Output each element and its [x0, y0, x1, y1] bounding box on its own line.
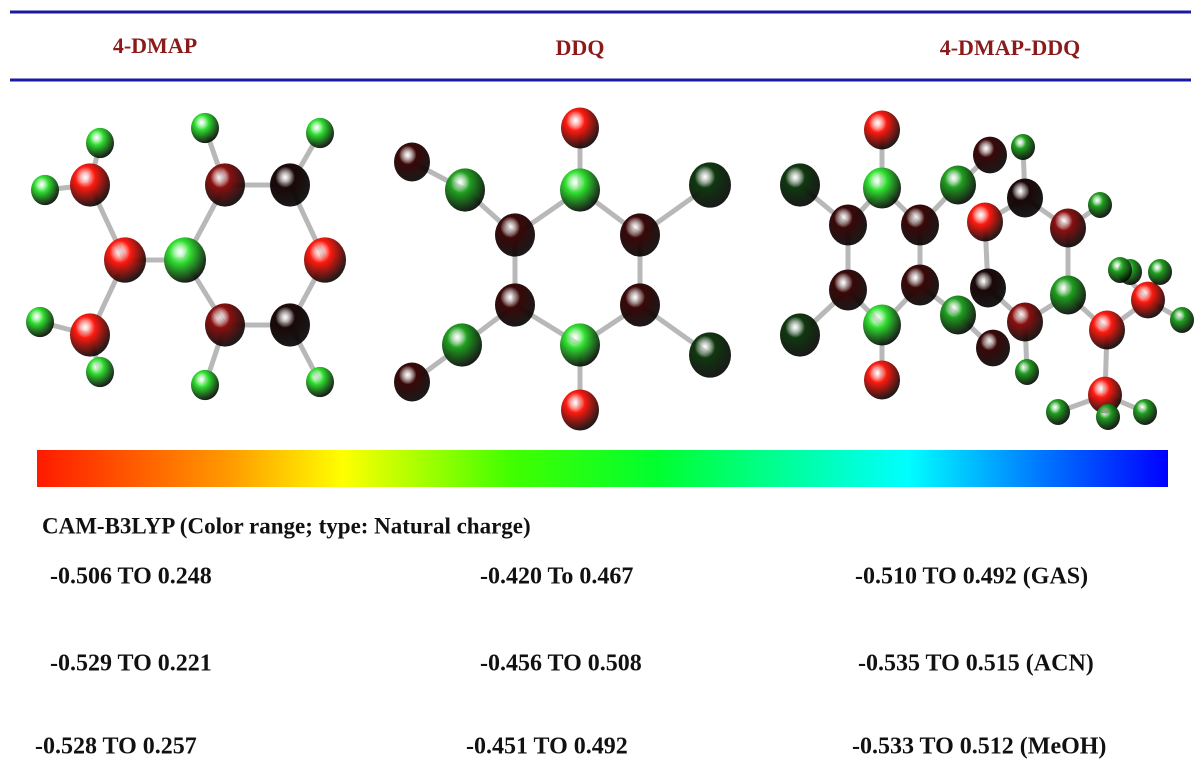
range: -0.533 TO 0.512 (MeOH) — [852, 734, 1106, 760]
range: -0.456 TO 0.508 — [480, 651, 642, 677]
atom — [1089, 311, 1125, 350]
atom — [864, 111, 900, 150]
range: -0.506 TO 0.248 — [50, 564, 212, 590]
atom — [1131, 282, 1165, 319]
atom — [1050, 209, 1086, 248]
atom — [205, 163, 245, 206]
atom — [973, 137, 1007, 174]
atom — [191, 113, 219, 143]
atom — [1170, 307, 1194, 333]
atom — [780, 163, 820, 206]
atom — [270, 303, 310, 346]
atom — [495, 283, 535, 326]
atom — [1007, 303, 1043, 342]
range: -0.528 TO 0.257 — [35, 734, 197, 760]
atom — [863, 304, 901, 345]
atom — [976, 330, 1010, 367]
atom — [689, 162, 731, 207]
atom — [306, 118, 334, 148]
atom — [1133, 399, 1157, 425]
atom — [864, 361, 900, 400]
atom — [86, 357, 114, 387]
header: DDQ — [556, 35, 605, 60]
atom — [561, 107, 599, 148]
range: -0.451 TO 0.492 — [466, 734, 628, 760]
atom — [620, 283, 660, 326]
atom — [86, 128, 114, 158]
caption: CAM-B3LYP (Color range; type: Natural ch… — [42, 513, 531, 538]
atom — [306, 367, 334, 397]
atom — [495, 213, 535, 256]
figure: 4-DMAP DDQ 4-DMAP-DDQ CAM-B3LYP (Color r… — [0, 0, 1201, 782]
atom — [270, 163, 310, 206]
atom — [191, 370, 219, 400]
atom — [445, 168, 485, 211]
atom — [304, 237, 346, 282]
atom — [560, 168, 600, 211]
atom — [940, 166, 976, 205]
header: 4-DMAP-DDQ — [940, 35, 1081, 60]
atom — [561, 389, 599, 430]
atom — [394, 363, 430, 402]
range: -0.529 TO 0.221 — [50, 651, 212, 677]
atom — [829, 269, 867, 310]
range: -0.510 TO 0.492 (GAS) — [855, 564, 1088, 590]
atom — [31, 175, 59, 205]
atom — [442, 323, 482, 366]
range: -0.420 To 0.467 — [480, 564, 633, 590]
atom — [394, 143, 430, 182]
atom — [620, 213, 660, 256]
atom — [70, 163, 110, 206]
atom — [1015, 359, 1039, 385]
atom — [205, 303, 245, 346]
atom — [1050, 276, 1086, 315]
atom — [901, 204, 939, 245]
molecules — [26, 107, 1194, 430]
atom — [26, 307, 54, 337]
header: 4-DMAP — [113, 33, 197, 58]
atom — [1148, 259, 1172, 285]
atom — [1088, 192, 1112, 218]
atom — [70, 313, 110, 356]
color-bar — [37, 450, 1168, 487]
atom — [901, 264, 939, 305]
atom — [967, 203, 1003, 242]
atom — [970, 269, 1006, 308]
atom — [940, 296, 976, 335]
atom — [1007, 179, 1043, 218]
atom — [689, 332, 731, 377]
atom — [780, 313, 820, 356]
atom — [560, 323, 600, 366]
atom — [104, 237, 146, 282]
range: -0.535 TO 0.515 (ACN) — [858, 651, 1094, 677]
atom — [863, 167, 901, 208]
atom — [829, 204, 867, 245]
atom — [1046, 399, 1070, 425]
atom — [1096, 404, 1120, 430]
atom — [164, 237, 206, 282]
atom — [1108, 257, 1132, 283]
atom — [1011, 134, 1035, 160]
